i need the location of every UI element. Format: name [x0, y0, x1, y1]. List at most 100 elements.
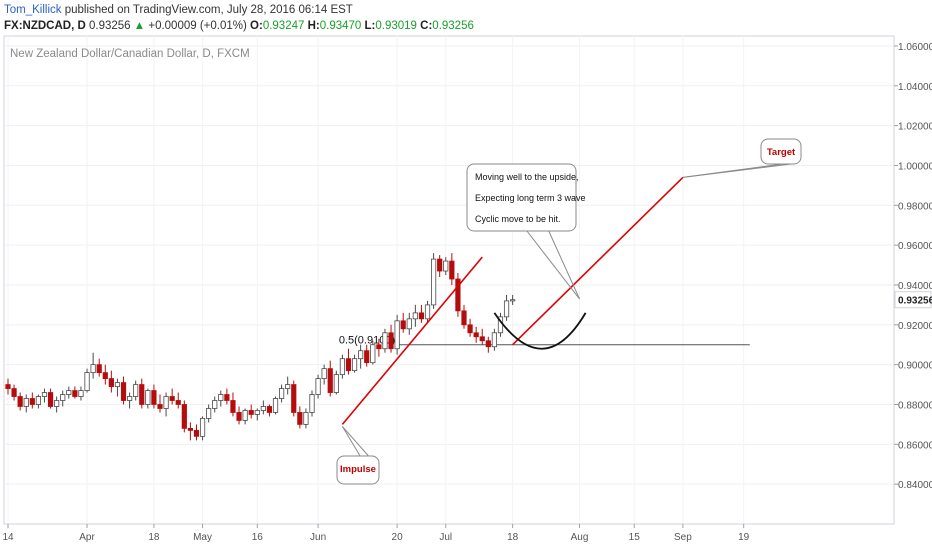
candle-up: [114, 382, 121, 387]
candle-down: [449, 260, 455, 280]
chart-title: New Zealand Dollar/Canadian Dollar, D, F…: [10, 48, 250, 60]
last-price-label: 0.93256: [898, 296, 932, 307]
candle-up: [84, 372, 90, 391]
candle-down: [485, 340, 491, 348]
last-price-box: [894, 291, 932, 309]
candle-down: [157, 404, 163, 409]
publish-info: published on TradingView.com, July 28, 2…: [64, 4, 353, 16]
callout-pointer: [342, 426, 369, 457]
up-arrow-icon: ▲: [133, 20, 146, 32]
annotations[interactable]: Impulse Target Moving well to the upside, E…: [336, 138, 802, 485]
trend-lines[interactable]: [341, 176, 684, 425]
y-tick-label: 1.00000: [898, 161, 932, 172]
close-label: C:: [420, 20, 433, 32]
plot-frame: [3, 35, 895, 525]
candle-down: [388, 332, 394, 350]
candle-up: [412, 312, 418, 320]
candle-up: [35, 396, 42, 405]
open-value: 0.93247: [262, 20, 305, 32]
candle-up: [382, 332, 388, 350]
callout-target[interactable]: Target: [682, 138, 802, 178]
x-tick-label: Jul: [439, 532, 452, 543]
x-tick-label: Apr: [79, 532, 95, 543]
candle-down: [455, 278, 461, 312]
candle-up: [23, 398, 29, 407]
candle-up: [303, 412, 309, 425]
candle-down: [364, 350, 370, 364]
target-trend-line[interactable]: [512, 176, 684, 346]
time-axis[interactable]: 14 Apr 18 May 16 Jun 20 Jul 18 Aug 15 Sep 19: [2, 523, 894, 543]
callout-box: [336, 455, 380, 485]
x-tick-label: 18: [507, 532, 519, 543]
impulse-trend-line[interactable]: [341, 256, 483, 425]
change-value: +0.00009 (+0.01%): [148, 20, 247, 32]
callout-pointer: [682, 163, 792, 178]
callout-text: Cyclic move to be hit.: [475, 214, 561, 224]
x-tick-label: 19: [738, 532, 750, 543]
chart-header: Tom_Killick published on TradingView.com…: [4, 0, 904, 34]
fib-level-line[interactable]: 0.5(0.9100): [339, 335, 750, 347]
candle-up: [199, 418, 206, 437]
candle-up: [254, 410, 260, 415]
candle-down: [187, 427, 193, 431]
candle-up: [321, 368, 327, 379]
candle-down: [47, 392, 54, 407]
candle-up: [370, 344, 376, 364]
author-link[interactable]: Tom_Killick: [4, 4, 62, 16]
candle-down: [5, 384, 11, 389]
candle-down: [224, 394, 230, 401]
y-tick-label: 1.02000: [898, 122, 932, 133]
candle-down: [151, 390, 157, 405]
candle-down: [17, 396, 23, 407]
candle-down: [479, 336, 485, 342]
candle-up: [339, 358, 346, 376]
candle-up: [285, 384, 291, 389]
candle-up: [41, 392, 48, 397]
low-label: L:: [364, 20, 376, 32]
grid-lines: [4, 36, 894, 524]
callout-comment[interactable]: Moving well to the upside, Expecting long…: [466, 163, 586, 300]
candle-up: [491, 332, 498, 348]
candle-up: [443, 260, 449, 272]
y-tick-label: 0.98000: [898, 201, 932, 212]
x-tick-label: May: [193, 532, 212, 543]
y-tick-label: 0.92000: [898, 321, 932, 332]
ohlc-line: FX:NZDCAD, D 0.93256 ▲ +0.00009 (+0.01%)…: [4, 18, 474, 34]
callout-pointer: [548, 230, 580, 300]
candle-up: [133, 384, 139, 397]
candle-down: [11, 388, 17, 397]
candle-down: [175, 400, 181, 405]
candle-up: [503, 300, 510, 318]
callout-text: Expecting long term 3 wave: [475, 193, 586, 203]
callout-box: [466, 163, 577, 232]
low-value: 0.93019: [375, 20, 417, 32]
candle-down: [400, 320, 406, 330]
candle-down: [291, 384, 297, 413]
candle-up: [212, 400, 218, 409]
callout-text: Target: [767, 147, 796, 158]
candle-up: [66, 390, 72, 395]
candle-up: [206, 408, 212, 419]
candle-down: [29, 398, 35, 405]
y-tick-label: 0.94000: [898, 281, 932, 292]
candle-down: [120, 382, 127, 401]
y-tick-label: 1.04000: [898, 82, 932, 93]
price-axis[interactable]: 1.06000 1.04000 1.02000 1.00000 0.98000 0.960…: [894, 42, 932, 491]
callout-pointer: [341, 426, 361, 457]
y-tick-label: 0.86000: [898, 440, 932, 451]
candle-up: [163, 396, 169, 409]
candle-down: [193, 429, 200, 437]
x-tick-label: 14: [2, 532, 14, 543]
cup-arc[interactable]: [493, 312, 587, 350]
candle-down: [461, 310, 467, 326]
candle-down: [181, 404, 187, 429]
candle-up: [60, 394, 66, 401]
callout-impulse[interactable]: Impulse: [336, 426, 380, 485]
candle-down: [236, 412, 242, 421]
open-label: O:: [250, 20, 263, 32]
y-tick-label: 0.96000: [898, 241, 932, 252]
candle-down: [266, 406, 273, 413]
candle-down: [376, 344, 382, 350]
high-value: 0.93470: [319, 20, 362, 32]
